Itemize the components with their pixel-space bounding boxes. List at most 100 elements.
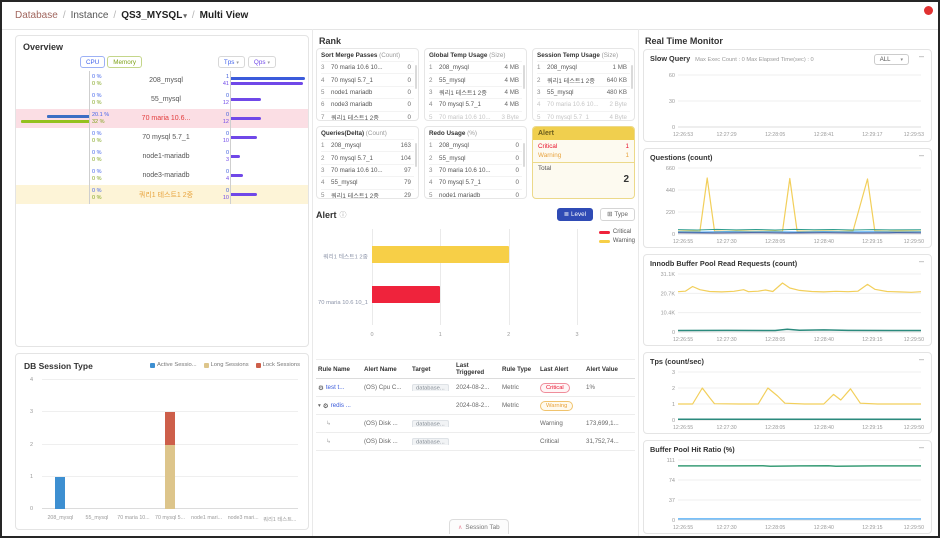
overview-instance-row[interactable]: 0 % 0 % 쿼리1 테스트1 2중 0 10 xyxy=(16,185,308,204)
collapse-icon[interactable]: – xyxy=(918,256,924,266)
rank-row[interactable]: 4 70 maria 10.6 10... 2 Byte xyxy=(537,98,630,110)
rank-row[interactable]: 5 70 maria 10.6 10... 3 Byte xyxy=(429,110,522,120)
tps-dropdown[interactable]: Tps ▾ xyxy=(217,56,245,68)
sub-rule-icon: ↳ xyxy=(326,420,332,428)
info-icon[interactable]: ⓘ xyxy=(339,211,347,219)
type-button[interactable]: ⊞ Type xyxy=(600,208,635,221)
svg-text:10.4K: 10.4K xyxy=(661,311,676,317)
rank-row[interactable]: 1 208_mysql 1 MB xyxy=(537,61,630,73)
rank-row[interactable]: 4 70 mysql 5.7_1 0 xyxy=(429,176,522,188)
rank-row[interactable]: 4 55_mysql 79 xyxy=(321,176,414,188)
overview-instance-row[interactable]: 0 % 0 % 70 mysql 5.7_1 0 10 xyxy=(16,128,308,147)
rank-row[interactable]: 2 55_mysql 0 xyxy=(429,151,522,163)
rule-name-link[interactable]: test t... xyxy=(325,384,345,392)
rank-row[interactable]: 3 70 maria 10.6 10... 0 xyxy=(321,61,414,73)
rank-row[interactable]: 1 208_mysql 0 xyxy=(429,139,522,151)
collapse-icon[interactable]: – xyxy=(918,442,924,452)
bar-segment[interactable] xyxy=(165,444,175,509)
alert-chart-legend: Critical Warning xyxy=(598,229,635,247)
qps-dropdown[interactable]: Qps ▾ xyxy=(247,56,276,68)
rule-type-cell: Metric xyxy=(502,402,519,410)
rank-row[interactable]: 2 70 mysql 5.7_1 104 xyxy=(321,151,414,163)
alert-critical-row[interactable]: Critical 1 xyxy=(538,142,629,150)
overview-instance-row[interactable]: 0 % 0 % 55_mysql 0 12 xyxy=(16,90,308,109)
questions-card: Questions (count) – 660 440 220 0 12:26:55 12… xyxy=(643,148,932,248)
alert-value-cell: 1% xyxy=(586,384,595,392)
tps-title: Tps (count/sec) xyxy=(650,357,704,366)
rank-card-redo-usage: Redo Usage (%) 1 208_mysql 0 2 55_mysql 0 3 70 … xyxy=(424,126,527,199)
notification-dot-icon[interactable] xyxy=(924,6,933,15)
y-tick-label: 0 xyxy=(30,506,34,512)
overview-instance-row[interactable]: 0 % 0 % node3-mariadb 0 4 xyxy=(16,166,308,185)
rank-row[interactable]: 6 node3 mariadb 0 xyxy=(321,98,414,110)
collapse-icon[interactable]: – xyxy=(918,354,924,364)
breadcrumb-item-instance-name[interactable]: QS3_MYSQL▾ xyxy=(121,10,187,21)
collapse-icon[interactable]: – xyxy=(918,150,924,160)
last-alert-cell: Critical xyxy=(540,438,559,446)
rank-row[interactable]: 3 70 maria 10.6 10... 0 xyxy=(429,163,522,176)
session-tab-button[interactable]: ∧ Session Tab xyxy=(449,519,509,534)
legend-swatch xyxy=(255,362,261,368)
level-button[interactable]: ≣ Level xyxy=(556,208,594,221)
alert-value-cell: 31,752,74... xyxy=(586,438,619,446)
overview-instance-row[interactable]: 20.1 % 32 % 70 maria 10.6... 0 12 xyxy=(16,109,308,128)
realtime-monitor-title: Real Time Monitor xyxy=(645,36,723,46)
rank-card-global-temp: Global Temp Usage (Size) 1 208_mysql 4 MB 2… xyxy=(424,48,527,121)
breadcrumb-item-instance[interactable]: Instance xyxy=(70,10,109,21)
table-row[interactable]: ▾ ⚙ redis ... 2024-08-2... Metric Warning xyxy=(316,397,635,416)
x-tick-label: 55_mysql xyxy=(85,515,109,521)
svg-text:12:28:05: 12:28:05 xyxy=(765,239,785,244)
collapse-icon[interactable]: – xyxy=(918,51,924,61)
overview-instance-row[interactable]: 0 % 0 % 208_mysql 1 41 xyxy=(16,71,308,90)
table-row[interactable]: ↳ (OS) Disk ... database... Critical 31,752,… xyxy=(316,433,635,452)
bar-segment[interactable] xyxy=(55,476,66,509)
buffer-pool-chart: 111 74 37 0 12:26:55 12:27:30 12:28:05 12:28:40… xyxy=(650,456,925,531)
svg-text:12:28:05: 12:28:05 xyxy=(765,132,785,137)
table-row[interactable]: ⚙ test t... (OS) Cpu C... database... 2024-0… xyxy=(316,379,635,398)
breadcrumb-item-database[interactable]: Database xyxy=(15,10,58,21)
overview-instance-row[interactable]: 0 % 0 % node1-mariadb 0 3 xyxy=(16,147,308,166)
rank-row[interactable]: 1 208_mysql 163 xyxy=(321,139,414,151)
rank-row[interactable]: 4 70 mysql 5.7_1 4 MB xyxy=(429,98,522,110)
rule-name-link[interactable]: redis ... xyxy=(330,402,351,410)
cpu-memory-bars xyxy=(16,147,90,166)
expand-caret-icon[interactable]: ▾ xyxy=(318,402,321,409)
memory-toggle-button[interactable]: Memory xyxy=(107,56,143,68)
slow-query-title: Slow Query xyxy=(650,54,691,63)
bar-segment[interactable] xyxy=(165,412,175,445)
cpu-toggle-button[interactable]: CPU xyxy=(80,56,106,68)
alert-bar[interactable] xyxy=(372,286,441,304)
breadcrumb-item-multiview[interactable]: Multi View xyxy=(199,10,249,21)
db-session-x-labels: 208_mysql 55_mysql 70 maria 10... 70 mysql … xyxy=(42,515,298,523)
alert-warning-row[interactable]: Warning 1 xyxy=(538,152,629,159)
level-icon: ≣ xyxy=(563,211,569,218)
rank-row[interactable]: 5 node1 mariadb 0 xyxy=(429,188,522,198)
rank-row[interactable]: 5 70 mysql 5.7_1 4 Byte xyxy=(537,110,630,120)
db-session-chart: 4 3 2 1 0 xyxy=(30,377,298,512)
rank-row[interactable]: 1 208_mysql 4 MB xyxy=(429,61,522,73)
rank-row[interactable]: 3 70 maria 10.6 10... 97 xyxy=(321,163,414,176)
y-tick-label: 4 xyxy=(30,377,34,383)
legend-item: Critical xyxy=(598,229,635,235)
rank-row[interactable]: 2 쿼리1 테스트1 2중 640 KB xyxy=(537,73,630,85)
x-tick-label: 2 xyxy=(507,332,511,338)
rank-row[interactable]: 7 쿼리1 테스트1 2중 0 xyxy=(321,110,414,120)
alert-chart-title: Alert xyxy=(316,209,337,220)
legend-swatch xyxy=(598,239,610,243)
rank-row[interactable]: 3 55_mysql 480 KB xyxy=(537,85,630,98)
slow-query-filter-dropdown[interactable]: ALL ▾ xyxy=(873,54,909,65)
realtime-cards: Slow Query Max Exec Count : 0 Max Elapse… xyxy=(643,49,932,534)
alert-total-value: 2 xyxy=(623,174,629,185)
alert-bar[interactable] xyxy=(372,245,509,263)
rank-row[interactable]: 2 55_mysql 4 MB xyxy=(429,73,522,85)
svg-text:0: 0 xyxy=(672,232,675,238)
table-row[interactable]: ↳ (OS) Disk ... database... Warning 173,699,… xyxy=(316,415,635,434)
rank-row[interactable]: 4 70 mysql 5.7_1 0 xyxy=(321,73,414,85)
svg-text:12:29:50: 12:29:50 xyxy=(904,525,924,530)
rank-row[interactable]: 5 쿼리1 테스트1 2중 29 xyxy=(321,188,414,198)
cpu-memory-bars xyxy=(16,128,90,147)
cpu-memory-percent: 0 % 0 % xyxy=(92,187,102,201)
rank-row[interactable]: 3 쿼리1 테스트1 2중 4 MB xyxy=(429,85,522,98)
rank-row[interactable]: 5 node1 mariadb 0 xyxy=(321,85,414,98)
